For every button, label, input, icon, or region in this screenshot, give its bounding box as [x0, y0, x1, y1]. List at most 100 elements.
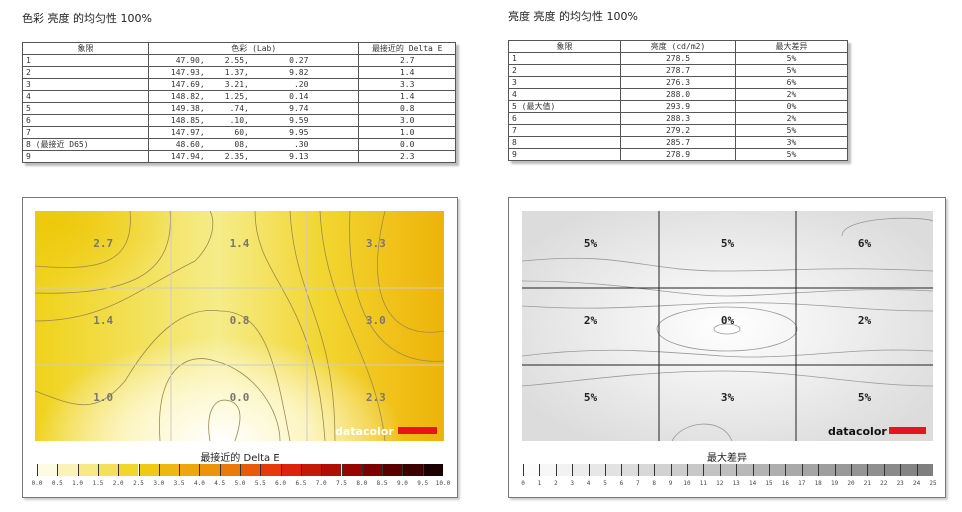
- colorbar-tick-label: 4.5: [214, 480, 226, 487]
- colorbar-segment: [199, 464, 220, 476]
- colorbar-segment: [867, 464, 884, 476]
- table-cell: 149.38,: [147, 102, 208, 115]
- col-header: 象限: [22, 42, 149, 55]
- colorbar-tick-label: 6.5: [295, 480, 307, 487]
- colorbar-tick-label: 7.0: [315, 480, 327, 487]
- colorbar-segment: [219, 464, 240, 476]
- colorbar-tick-label: 17: [798, 480, 806, 487]
- colorbar-segment: [769, 464, 786, 476]
- table-cell: 285.7: [620, 136, 736, 149]
- table-cell: 6: [22, 114, 149, 127]
- colorbar-segment: [621, 464, 638, 476]
- datacolor-logo: datacolor: [828, 425, 887, 438]
- table-cell: 3%: [735, 136, 848, 149]
- colorbar-segment: [719, 464, 737, 476]
- colorbar-segment: [382, 464, 403, 476]
- table-cell: 9.82: [251, 66, 360, 79]
- datacolor-logo-bar: [398, 427, 437, 434]
- colorbar-tick-label: 3: [570, 480, 574, 487]
- table-cell: 7: [508, 124, 621, 137]
- table-cell: 9: [22, 150, 149, 163]
- table-cell: 293.9: [620, 100, 736, 113]
- colorbar-tick-label: 3.0: [153, 480, 165, 487]
- colorbar-tick-label: 12: [716, 480, 724, 487]
- colorbar-tick-label: 11: [699, 480, 708, 487]
- colorbar-segment: [555, 464, 573, 476]
- table-row: 8 285.7 3%: [508, 136, 848, 149]
- colorbar-tick-label: 25: [929, 480, 937, 487]
- colorbar-segment: [851, 464, 868, 476]
- table-cell: 4: [22, 90, 149, 103]
- table-cell: 9.13: [251, 150, 360, 163]
- table-cell: .30: [251, 138, 360, 151]
- table-cell: 08,: [207, 138, 252, 151]
- table-cell: 278.5: [620, 52, 736, 65]
- quadrant-label: 5%: [584, 237, 598, 250]
- table-cell: 147.97,: [147, 126, 208, 139]
- quadrant-label: 2%: [858, 314, 872, 327]
- table-cell: 2.55,: [207, 54, 252, 67]
- datacolor-logo: datacolor: [335, 425, 394, 438]
- table-cell: 6: [508, 112, 621, 125]
- quadrant-label: 0.8: [230, 314, 250, 327]
- table-cell: 5%: [735, 148, 848, 161]
- table-cell: .74,: [207, 102, 252, 115]
- colorbar-tick-label: 0: [521, 480, 525, 487]
- table-cell: 9.74: [251, 102, 360, 115]
- table-cell: 0%: [735, 100, 848, 113]
- quadrant-label: 1.0: [93, 391, 113, 404]
- table-cell: 3.21,: [207, 78, 252, 91]
- luminance-colorbar: 0 1 2 3 4 5 6 7 8 9 10 11 12 13 14 15 16 17 18 19 20 21 22 23 24…: [521, 464, 937, 487]
- table-cell: 7: [22, 126, 149, 139]
- colorbar-tick-label: 21: [863, 480, 872, 487]
- colorbar-segment: [637, 464, 655, 476]
- right-title: 亮度 亮度 的均匀性 100%: [508, 10, 638, 23]
- table-row: 4 288.0 2%: [508, 88, 848, 101]
- colorbar-segment: [77, 464, 98, 476]
- colorbar-tick-label: 9.5: [417, 480, 429, 487]
- table-cell: 147.94,: [147, 150, 208, 163]
- colorbar-tick-label: 9: [668, 480, 673, 487]
- colorbar-segment: [703, 464, 720, 476]
- colorbar-segment: [752, 464, 769, 476]
- table-cell: 1.37,: [207, 66, 252, 79]
- table-cell: 2.7: [358, 54, 456, 67]
- table-row: 9 278.9 5%: [508, 148, 848, 161]
- colorbar-segment: [37, 464, 58, 476]
- table-cell: 288.3: [620, 112, 736, 125]
- colorbar-tick-label: 0.0: [31, 480, 43, 487]
- quadrant-label: 0%: [721, 314, 735, 327]
- colorbar-tick-label: 8.0: [356, 480, 368, 487]
- delta-e-contour-map: 2.7 1.4 3.3 1.4 0.8 3.0 1.0 0.0 2.3 datacolor: [35, 211, 444, 441]
- table-row: 1 278.5 5%: [508, 52, 848, 65]
- table-cell: 278.9: [620, 148, 736, 161]
- colorbar-segment: [916, 464, 933, 476]
- table-cell: 3: [22, 78, 149, 91]
- table-cell: 8 (最接近 D65): [22, 138, 149, 151]
- colorbar-tick-label: 10: [683, 480, 691, 487]
- colorbar-segment: [834, 464, 851, 476]
- colorbar-tick-label: 22: [880, 480, 888, 487]
- table-cell: 148.82,: [147, 90, 208, 103]
- colorbar-tick-label: 1.5: [92, 480, 104, 487]
- table-row: 2 147.93, 1.37, 9.82 1.4: [22, 66, 456, 79]
- colorbar-segment: [158, 464, 180, 476]
- colorbar-segment: [801, 464, 819, 476]
- table-cell: 147.93,: [147, 66, 208, 79]
- table-cell: 2.35,: [207, 150, 252, 163]
- table-cell: 2: [22, 66, 149, 79]
- colorbar-segment: [785, 464, 802, 476]
- colorbar-title: 最接近的 Delta E: [200, 453, 280, 464]
- colorbar-tick-label: 2: [553, 480, 558, 487]
- delta-e-chart-panel: 2.7 1.4 3.3 1.4 0.8 3.0 1.0 0.0 2.3 datacolor 最接…: [22, 197, 458, 498]
- table-cell: 5: [22, 102, 149, 115]
- colorbar-segment: [422, 464, 443, 476]
- table-cell: 5 (最大值): [508, 100, 621, 113]
- table-cell: 0.27: [251, 54, 360, 67]
- quadrant-label: 1.4: [230, 237, 250, 250]
- luminance-uniformity-table: 象限 亮度 (cd/m2) 最大差异 1 278.5 5% 2 278.7 5% 3 276.…: [508, 40, 848, 161]
- contour-lines: [35, 211, 444, 441]
- col-header: 象限: [508, 40, 621, 53]
- colorbar-tick-label: 20: [847, 480, 855, 487]
